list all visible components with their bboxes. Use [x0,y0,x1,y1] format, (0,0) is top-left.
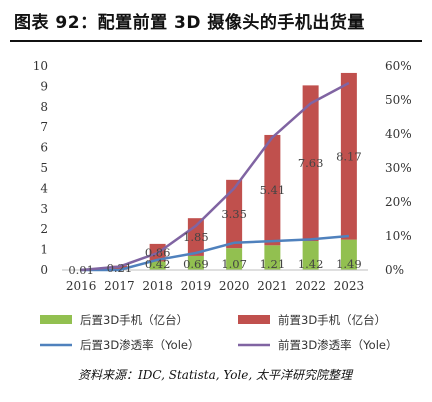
x-tick-label: 2016 [66,279,97,293]
data-label-front-2018: 0.86 [145,246,171,260]
y-left-tick-label: 10 [33,59,48,73]
data-label-rear-2019: 0.69 [183,257,209,271]
shipments-chart: 0 1 2 3 4 5 6 7 8 9 10 0% 10% 20% 30% 40% 50% 60% 0.01 0.21… [33,59,412,352]
y-left-tick-label: 7 [40,120,48,134]
y-left-tick-label: 1 [40,243,48,257]
y-right-tick-label: 50% [385,93,412,107]
source-note: 资料来源：IDC, Statista, Yole, 太平洋研究院整理 [78,368,353,382]
data-label-rear-2022: 1.42 [298,257,324,271]
y-left-tick-label: 3 [40,202,48,216]
y-right-tick-label: 30% [385,161,412,175]
line-front-3d-penetration [81,81,350,272]
bar-front-3d-2017 [111,265,128,270]
line-rear-3d-penetration [81,234,349,272]
data-label-rear-2020: 1.07 [221,257,247,271]
data-label-rear-2023: 1.49 [336,257,362,271]
data-label-front-2016: 0.01 [68,263,94,277]
bar-front-3d-2020 [226,179,243,249]
y-left-tick-label: 0 [40,263,48,277]
legend-label-1: 前置3D手机（亿台） [278,313,386,327]
bar-rear-3d-2019 [187,255,204,270]
data-label-front-2021: 5.41 [260,183,286,197]
y-left-tick-label: 8 [40,100,48,114]
bar-front-3d-2021 [264,134,281,246]
data-label-front-2022: 7.63 [298,156,324,170]
x-tick-label: 2023 [334,279,365,293]
bar-rear-3d-2018 [149,261,166,270]
data-label-front-2023: 8.17 [336,149,362,163]
bar-rear-3d-2022 [302,241,319,270]
legend-swatch-0 [40,315,72,324]
y-left-tick-label: 5 [40,161,48,175]
x-tick-label: 2021 [257,279,288,293]
x-tick-label: 2022 [295,279,326,293]
x-tick-label: 2020 [219,279,250,293]
bar-rear-3d-2020 [226,248,243,270]
legend-swatch-1 [238,315,270,324]
x-tick-label: 2017 [104,279,135,293]
data-label-front-2020: 3.35 [221,207,247,221]
data-label-front-2017: 0.21 [107,261,133,275]
bar-rear-3d-2021 [264,245,281,270]
legend-label-0: 后置3D手机（亿台） [80,313,188,327]
bar-rear-3d-2023 [340,239,357,270]
data-label-rear-2021: 1.21 [260,257,286,271]
x-tick-label: 2019 [181,279,212,293]
y-left-tick-label: 9 [40,79,48,93]
chart-title: 图表 92：配置前置 3D 摄像头的手机出货量 [14,13,365,33]
legend-label-2: 后置3D渗透率（Yole） [80,338,199,352]
data-label-front-2019: 1.85 [183,230,209,244]
y-right-tick-label: 0% [385,263,404,277]
bar-front-3d-2022 [302,85,319,242]
y-right-tick-label: 20% [385,195,412,209]
y-left-tick-label: 4 [40,181,48,195]
legend-label-3: 前置3D渗透率（Yole） [278,338,397,352]
y-right-tick-label: 60% [385,59,412,73]
y-right-tick-label: 10% [385,229,412,243]
x-tick-label: 2018 [142,279,173,293]
data-label-rear-2018: 0.42 [145,257,171,271]
title-underline [10,40,422,42]
bar-front-3d-2023 [340,72,357,240]
y-left-tick-label: 6 [40,141,48,155]
y-left-tick-label: 2 [40,222,48,236]
y-right-tick-label: 40% [385,127,412,141]
